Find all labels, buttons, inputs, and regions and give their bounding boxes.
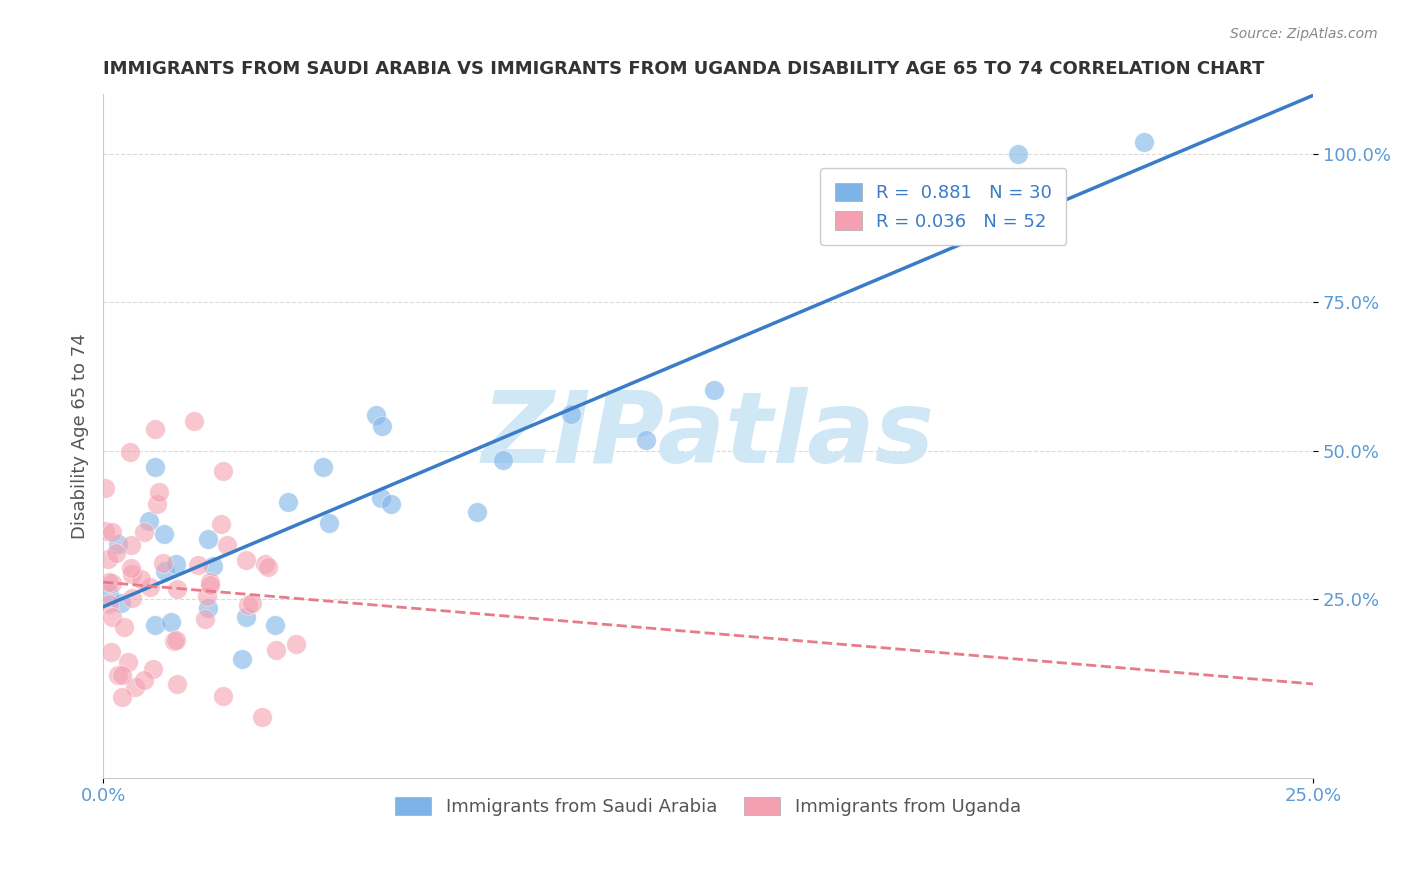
Point xyxy=(152,556,174,570)
Y-axis label: Disability Age 65 to 74: Disability Age 65 to 74 xyxy=(72,333,89,539)
Point xyxy=(97,551,120,566)
Point xyxy=(194,612,217,626)
Point xyxy=(256,559,278,574)
Point xyxy=(165,632,187,647)
Point xyxy=(202,559,225,574)
Point xyxy=(143,459,166,474)
Point xyxy=(160,615,183,630)
Point xyxy=(198,578,221,592)
Point xyxy=(215,537,238,551)
Point xyxy=(1133,135,1156,149)
Point xyxy=(277,495,299,509)
Point xyxy=(236,598,259,612)
Point xyxy=(1007,146,1029,161)
Point xyxy=(166,677,188,691)
Point xyxy=(364,409,387,423)
Point xyxy=(120,445,142,459)
Point xyxy=(94,524,117,538)
Point xyxy=(121,591,143,605)
Point xyxy=(104,546,127,560)
Point xyxy=(146,497,169,511)
Point xyxy=(131,572,153,586)
Point xyxy=(148,484,170,499)
Point xyxy=(143,618,166,632)
Point xyxy=(142,661,165,675)
Point xyxy=(143,422,166,436)
Point xyxy=(703,383,725,397)
Point xyxy=(165,557,187,571)
Point xyxy=(318,516,340,531)
Point xyxy=(197,532,219,546)
Point xyxy=(254,557,277,571)
Point xyxy=(132,525,155,540)
Point xyxy=(97,597,120,611)
Point xyxy=(98,587,121,601)
Point xyxy=(371,418,394,433)
Point xyxy=(111,668,134,682)
Point xyxy=(284,637,307,651)
Point xyxy=(120,561,142,575)
Point xyxy=(311,460,333,475)
Point xyxy=(121,566,143,581)
Point xyxy=(110,596,132,610)
Point xyxy=(467,505,489,519)
Point xyxy=(138,580,160,594)
Point xyxy=(187,558,209,572)
Text: IMMIGRANTS FROM SAUDI ARABIA VS IMMIGRANTS FROM UGANDA DISABILITY AGE 65 TO 74 C: IMMIGRANTS FROM SAUDI ARABIA VS IMMIGRAN… xyxy=(103,60,1264,78)
Text: ZIPatlas: ZIPatlas xyxy=(482,387,935,484)
Point xyxy=(209,516,232,531)
Text: Source: ZipAtlas.com: Source: ZipAtlas.com xyxy=(1230,27,1378,41)
Point xyxy=(153,564,176,578)
Point xyxy=(492,453,515,467)
Point xyxy=(212,465,235,479)
Point xyxy=(97,575,120,590)
Point xyxy=(100,645,122,659)
Point xyxy=(107,667,129,681)
Point xyxy=(163,634,186,648)
Point xyxy=(560,408,582,422)
Legend: Immigrants from Saudi Arabia, Immigrants from Uganda: Immigrants from Saudi Arabia, Immigrants… xyxy=(388,789,1028,823)
Point xyxy=(200,575,222,590)
Point xyxy=(101,610,124,624)
Point xyxy=(124,680,146,694)
Point xyxy=(240,597,263,611)
Point xyxy=(636,433,658,447)
Point xyxy=(235,552,257,566)
Point xyxy=(100,524,122,539)
Point xyxy=(166,582,188,597)
Point xyxy=(94,481,117,495)
Point xyxy=(112,620,135,634)
Point xyxy=(101,575,124,590)
Point xyxy=(370,491,392,506)
Point xyxy=(195,590,218,604)
Point xyxy=(264,617,287,632)
Point xyxy=(117,655,139,669)
Point xyxy=(250,710,273,724)
Point xyxy=(211,690,233,704)
Point xyxy=(132,673,155,687)
Point xyxy=(153,527,176,541)
Point xyxy=(183,414,205,428)
Point xyxy=(138,514,160,528)
Point xyxy=(107,537,129,551)
Point xyxy=(235,610,257,624)
Point xyxy=(111,690,134,705)
Point xyxy=(231,652,253,666)
Point xyxy=(264,643,287,657)
Point xyxy=(380,497,402,511)
Point xyxy=(197,600,219,615)
Point xyxy=(120,537,142,551)
